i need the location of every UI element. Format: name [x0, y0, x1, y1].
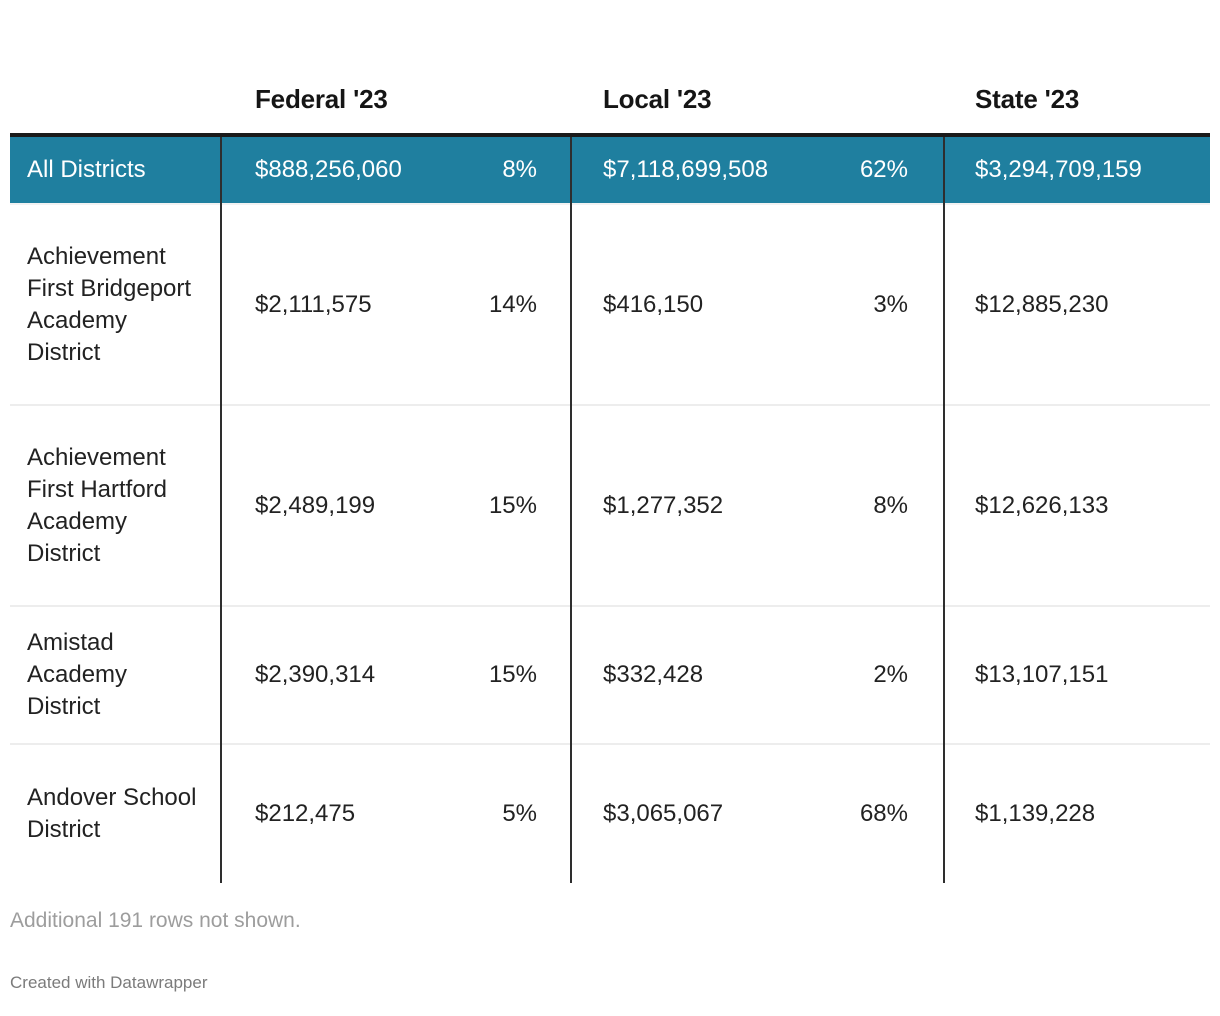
federal-percent: 5%: [502, 800, 537, 827]
table-row: Achievement First Bridgeport Academy Dis…: [10, 205, 1210, 406]
local-cell: $416,150 3%: [570, 289, 943, 321]
district-name-label: Achievement First Hartford Academy Distr…: [27, 443, 168, 567]
local-cell: $1,277,352 8%: [570, 490, 943, 522]
local-percent: 62%: [859, 156, 908, 183]
local-percent: 2%: [873, 661, 908, 688]
federal-cell: $2,111,575 14%: [220, 289, 570, 321]
federal-percent: 8%: [502, 156, 537, 183]
table-widget: Federal '23 Local '23 State '23 All Dist…: [10, 0, 1210, 992]
local-percent: 3%: [873, 290, 908, 318]
state-cell: $12,626,133: [943, 490, 1210, 522]
federal-percent: 14%: [488, 290, 537, 318]
local-percent: 8%: [873, 491, 908, 519]
local-amount: $7,118,699,508: [603, 156, 769, 183]
column-divider: [220, 137, 222, 883]
local-amount: $416,150: [603, 290, 704, 318]
district-name: Achievement First Bridgeport Academy Dis…: [10, 241, 220, 369]
table-row-all-districts: All Districts $888,256,060 8% $7,118,699…: [10, 137, 1210, 205]
district-name-label: All Districts: [27, 156, 146, 183]
local-amount: $1,277,352: [603, 491, 724, 519]
district-name: All Districts: [10, 154, 220, 186]
federal-amount: $2,489,199: [255, 491, 376, 519]
state-amount: $1,139,228: [975, 800, 1096, 827]
column-header-local: Local '23: [603, 84, 712, 114]
datawrapper-attribution: Created with Datawrapper: [10, 973, 208, 992]
state-amount: $13,107,151: [975, 661, 1109, 688]
district-name-label: Achievement First Bridgeport Academy Dis…: [27, 242, 192, 366]
state-cell: $3,294,709,159: [943, 154, 1210, 186]
federal-percent: 15%: [488, 491, 537, 519]
state-cell: $13,107,151: [943, 659, 1210, 691]
local-cell: $3,065,067 68%: [570, 798, 943, 830]
federal-cell: $2,390,314 15%: [220, 659, 570, 691]
district-name-label: Andover School District: [27, 784, 197, 843]
column-header-row: Federal '23 Local '23 State '23: [10, 0, 1210, 133]
federal-cell: $2,489,199 15%: [220, 490, 570, 522]
column-header-district: [10, 84, 220, 114]
rows-not-shown-note: Additional 191 rows not shown.: [10, 909, 301, 932]
federal-cell: $888,256,060 8%: [220, 154, 570, 186]
state-cell: $12,885,230: [943, 289, 1210, 321]
district-name: Achievement First Hartford Academy Distr…: [10, 442, 220, 570]
state-cell: $1,139,228: [943, 798, 1210, 830]
federal-amount: $2,390,314: [255, 661, 376, 688]
column-header-federal: Federal '23: [255, 84, 388, 114]
table-row: Andover School District $212,475 5% $3,0…: [10, 745, 1210, 883]
state-amount: $3,294,709,159: [975, 156, 1142, 183]
local-cell: $7,118,699,508 62%: [570, 154, 943, 186]
column-divider: [943, 137, 945, 883]
local-cell: $332,428 2%: [570, 659, 943, 691]
federal-amount: $888,256,060: [255, 156, 402, 183]
local-amount: $332,428: [603, 661, 704, 688]
state-amount: $12,885,230: [975, 290, 1109, 318]
state-amount: $12,626,133: [975, 491, 1109, 519]
federal-amount: $212,475: [255, 800, 356, 827]
federal-cell: $212,475 5%: [220, 798, 570, 830]
district-name-label: Amistad Academy District: [27, 629, 128, 720]
local-percent: 68%: [859, 800, 908, 827]
federal-amount: $2,111,575: [255, 290, 372, 318]
federal-percent: 15%: [488, 661, 537, 688]
column-divider: [570, 137, 572, 883]
table-row: Amistad Academy District $2,390,314 15% …: [10, 607, 1210, 745]
district-name: Andover School District: [10, 782, 220, 846]
column-header-state: State '23: [975, 84, 1080, 114]
local-amount: $3,065,067: [603, 800, 724, 827]
data-table: All Districts $888,256,060 8% $7,118,699…: [10, 133, 1210, 883]
table-row: Achievement First Hartford Academy Distr…: [10, 406, 1210, 607]
district-name: Amistad Academy District: [10, 627, 220, 723]
